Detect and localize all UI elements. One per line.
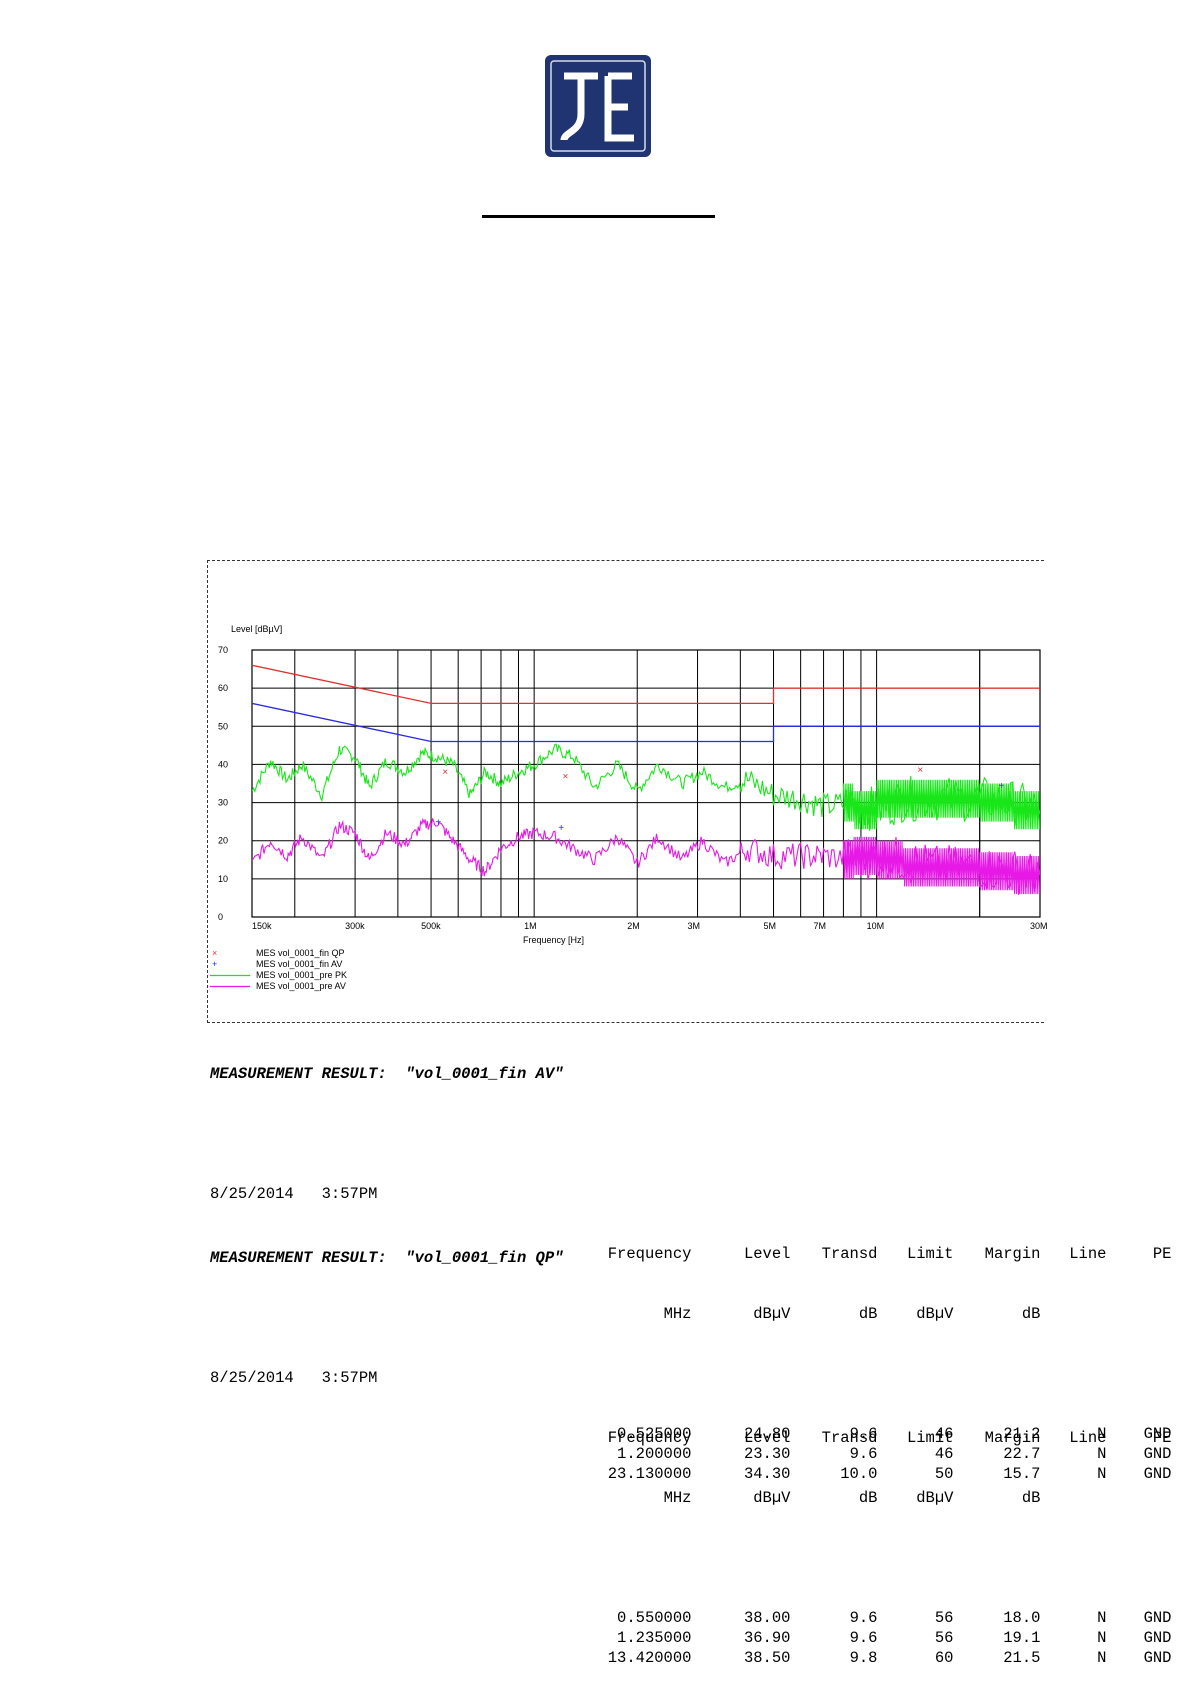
table-body: 0.525000 24.80 9.6 46 21.2 N GND 1.200000 23.30 9… — [210, 1424, 1172, 1484]
col-header: PE — [1152, 1245, 1172, 1263]
col-unit: dBµV — [916, 1489, 954, 1507]
result-block-qp: MEASUREMENT RESULT: "vol_0001_fin QP" 8/… — [210, 1208, 1172, 1688]
green-line-icon — [210, 974, 250, 977]
table-cell: 56 — [934, 1629, 954, 1647]
title-underline — [482, 215, 715, 218]
magenta-line-icon — [210, 985, 250, 988]
col-header: Frequency — [607, 1245, 692, 1263]
table-cell: 36.90 — [743, 1629, 791, 1647]
spacer — [210, 1548, 563, 1568]
col-header: Level — [743, 1245, 791, 1263]
result-title: MEASUREMENT RESULT: "vol_0001_fin AV" — [210, 1065, 564, 1083]
table-cell: 1.200000 — [617, 1445, 692, 1463]
table-cell: 18.0 — [1003, 1609, 1041, 1627]
col-unit: dBµV — [753, 1305, 791, 1323]
table-cell: GND — [1143, 1445, 1172, 1463]
table-cell: 23.130000 — [607, 1465, 692, 1483]
table-body: 0.550000 38.00 9.6 56 18.0 N GND 1.235000 36.90 9… — [210, 1608, 1172, 1668]
legend-label: MES vol_0001_pre PK — [256, 970, 348, 980]
col-unit: MHz — [663, 1305, 692, 1323]
company-logo — [545, 55, 651, 157]
table-cell: GND — [1143, 1629, 1172, 1647]
legend-label: MES vol_0001_fin AV — [256, 959, 343, 969]
table-cell: 13.420000 — [607, 1649, 692, 1667]
table-cell: 34.30 — [743, 1465, 791, 1483]
table-cell: 0.550000 — [617, 1609, 692, 1627]
table-row: 23.130000 34.30 10.0 50 15.7 N GND — [210, 1464, 1172, 1484]
table-header: Frequency Level Transd Limit Margin Line… — [210, 1244, 1172, 1264]
table-cell: 60 — [934, 1649, 954, 1667]
result-timestamp: 8/25/2014 3:57PM — [210, 1369, 378, 1387]
table-cell: 9.6 — [849, 1445, 878, 1463]
col-header: Margin — [984, 1245, 1041, 1263]
col-header: PE — [1152, 1429, 1172, 1447]
col-unit: dBµV — [753, 1489, 791, 1507]
table-cell: 56 — [934, 1609, 954, 1627]
table-cell: 1.235000 — [617, 1629, 692, 1647]
table-cell: 15.7 — [1003, 1465, 1041, 1483]
spacer — [210, 1308, 563, 1328]
table-cell: N — [1097, 1425, 1107, 1443]
table-cell: 9.6 — [849, 1425, 878, 1443]
table-cell: GND — [1143, 1649, 1172, 1667]
table-cell: 24.80 — [743, 1425, 791, 1443]
chart-frame — [207, 560, 1044, 1023]
table-cell: N — [1097, 1629, 1107, 1647]
table-cell: 46 — [934, 1445, 954, 1463]
col-header: Line — [1069, 1429, 1107, 1447]
table-cell: 0.525000 — [617, 1425, 692, 1443]
col-unit: dB — [1021, 1489, 1041, 1507]
col-header: Limit — [906, 1245, 954, 1263]
table-cell: 10.0 — [840, 1465, 878, 1483]
col-header: Limit — [906, 1429, 954, 1447]
col-header: Transd — [821, 1429, 878, 1447]
col-header: Frequency — [607, 1429, 692, 1447]
col-unit: dB — [858, 1489, 878, 1507]
col-header: Level — [743, 1429, 791, 1447]
table-cell: 21.5 — [1003, 1649, 1041, 1667]
table-units: MHz dBµV dB dBµV dB — [210, 1304, 1041, 1324]
spacer — [210, 1124, 563, 1144]
legend-label: MES vol_0001_pre AV — [256, 981, 346, 991]
table-cell: N — [1097, 1649, 1107, 1667]
table-cell: 9.6 — [849, 1609, 878, 1627]
table-cell: GND — [1143, 1425, 1172, 1443]
result-timestamp: 8/25/2014 3:57PM — [210, 1185, 378, 1203]
table-units: MHz dBµV dB dBµV dB — [210, 1488, 1041, 1508]
col-unit: MHz — [663, 1489, 692, 1507]
table-cell: GND — [1143, 1609, 1172, 1627]
legend-label: MES vol_0001_fin QP — [256, 948, 345, 958]
table-cell: 9.8 — [849, 1649, 878, 1667]
table-row: 13.420000 38.50 9.8 60 21.5 N GND — [210, 1648, 1172, 1668]
table-cell: N — [1097, 1609, 1107, 1627]
table-cell: N — [1097, 1465, 1107, 1483]
col-unit: dB — [858, 1305, 878, 1323]
table-cell: 22.7 — [1003, 1445, 1041, 1463]
table-cell: 38.00 — [743, 1609, 791, 1627]
table-row: 1.235000 36.90 9.6 56 19.1 N GND — [210, 1628, 1171, 1648]
col-header: Margin — [984, 1429, 1041, 1447]
col-unit: dBµV — [916, 1305, 954, 1323]
table-cell: 9.6 — [849, 1629, 878, 1647]
table-cell: N — [1097, 1445, 1107, 1463]
table-row: 0.550000 38.00 9.6 56 18.0 N GND — [210, 1608, 1171, 1628]
result-title: MEASUREMENT RESULT: "vol_0001_fin QP" — [210, 1249, 564, 1267]
table-cell: GND — [1143, 1465, 1172, 1483]
table-cell: 50 — [934, 1465, 954, 1483]
plus-marker-icon: + — [212, 959, 218, 969]
col-header: Transd — [821, 1245, 878, 1263]
table-cell: 23.30 — [743, 1445, 791, 1463]
table-cell: 46 — [934, 1425, 954, 1443]
table-row: 1.200000 23.30 9.6 46 22.7 N GND — [210, 1444, 1171, 1464]
table-row: 0.525000 24.80 9.6 46 21.2 N GND — [210, 1424, 1171, 1444]
col-header: Line — [1069, 1245, 1107, 1263]
table-cell: 38.50 — [743, 1649, 791, 1667]
table-cell: 21.2 — [1003, 1425, 1041, 1443]
table-cell: 19.1 — [1003, 1629, 1041, 1647]
table-header: Frequency Level Transd Limit Margin Line… — [210, 1428, 1172, 1448]
result-block-av: MEASUREMENT RESULT: "vol_0001_fin AV" 8/… — [210, 1024, 1172, 1504]
col-unit: dB — [1021, 1305, 1041, 1323]
x-marker-icon: × — [212, 948, 218, 958]
